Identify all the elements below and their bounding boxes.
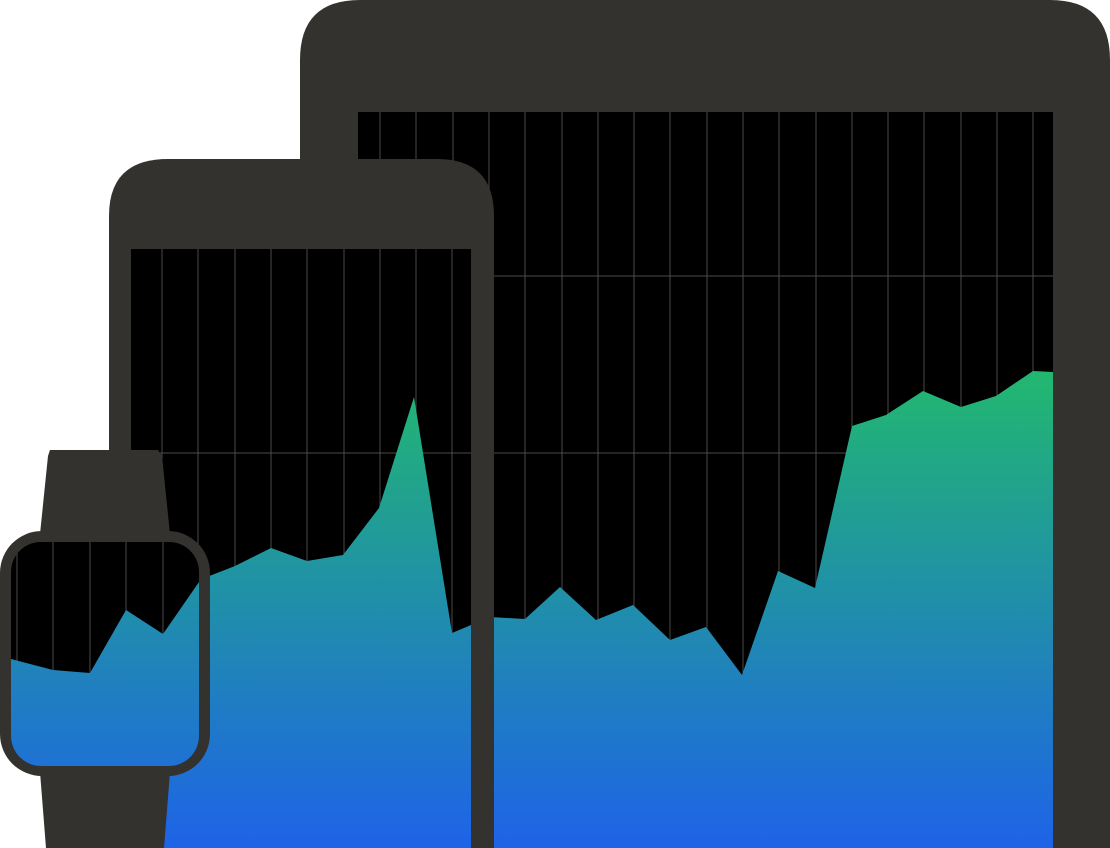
watch-chart (11, 542, 199, 766)
phone-chart (131, 249, 471, 848)
watch-device (0, 450, 210, 848)
watch-area-series (11, 582, 199, 766)
watch-band-bottom (40, 772, 170, 848)
watch-band-top (40, 450, 170, 534)
phone-area-series (131, 397, 471, 848)
tablet-area-series (358, 371, 1053, 848)
